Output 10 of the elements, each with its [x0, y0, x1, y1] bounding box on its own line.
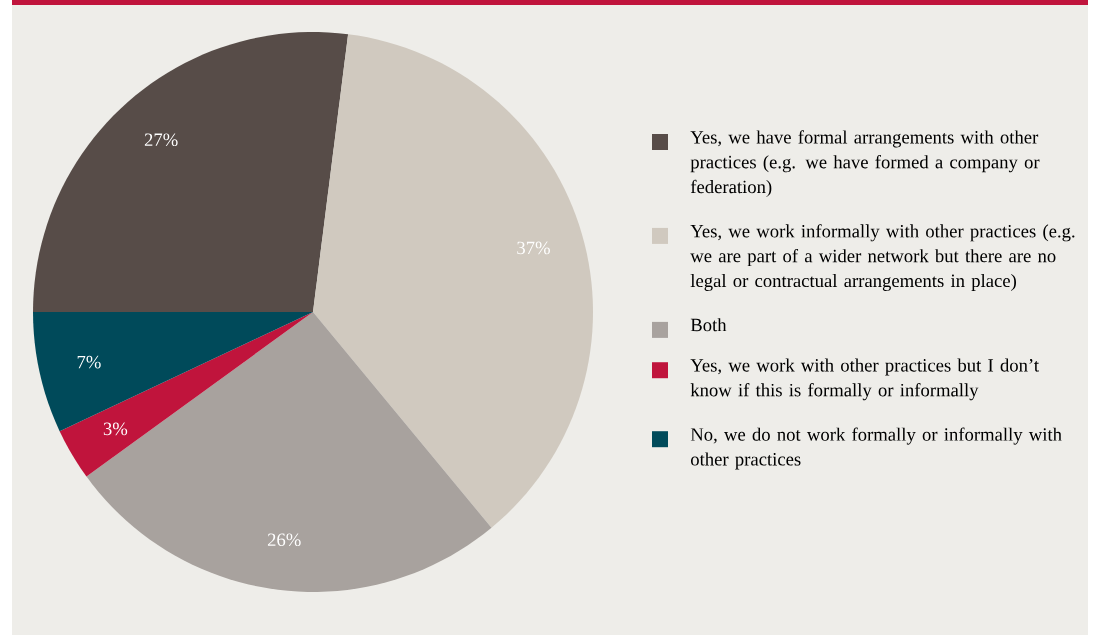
legend-label: Yes, we have formal arrangements with other practices (e.g. we have formed a company or federation)	[690, 130, 1040, 197]
data-label: 7%	[77, 355, 101, 369]
data-label: 26%	[267, 533, 301, 547]
legend-label: Yes, we work informally with other practices (e.g. we are part of a wider network but there are no legal or contractual arrangements in place)	[690, 224, 1075, 291]
data-label: 3%	[103, 422, 128, 436]
legend-label: Yes, we work with other practices but I don’t know if this is formally or informally	[690, 358, 1039, 401]
data-label: 27%	[144, 133, 178, 147]
legend-label: No, we do not work formally or informally with other practices	[690, 427, 1062, 470]
legend-label: Both	[690, 318, 727, 332]
data-label: 37%	[517, 241, 550, 255]
